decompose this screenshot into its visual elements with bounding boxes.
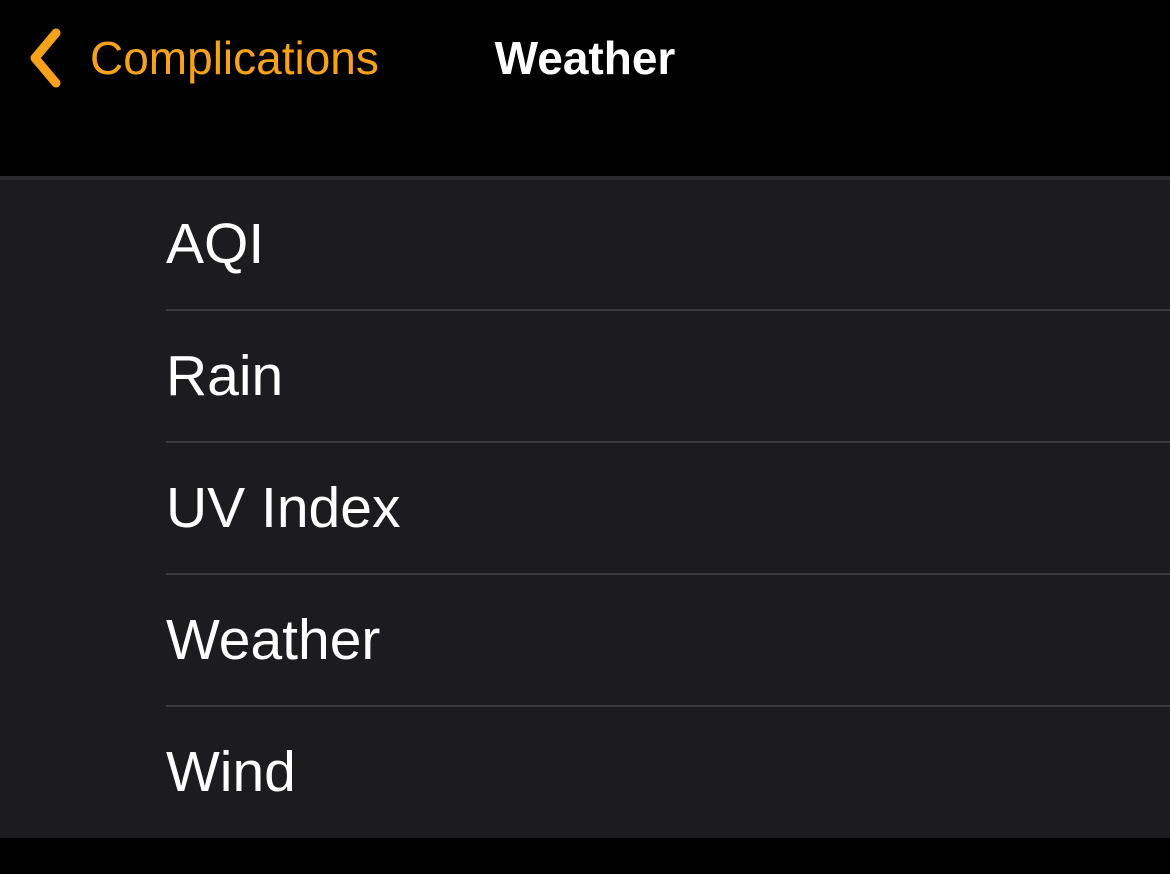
nav-bar: Complications Weather — [0, 0, 1170, 178]
back-button-label: Complications — [90, 32, 379, 84]
chevron-left-icon — [28, 28, 61, 88]
back-button[interactable]: Complications — [28, 26, 379, 90]
bottom-strip — [0, 838, 1170, 874]
list-item-label: Weather — [166, 608, 381, 672]
list-item[interactable]: Weather — [0, 573, 1170, 706]
list-item[interactable]: AQI — [0, 178, 1170, 310]
list-item[interactable]: Rain — [0, 309, 1170, 442]
list-item-label: UV Index — [166, 476, 401, 540]
list-item-label: Rain — [166, 344, 284, 408]
list-item[interactable]: UV Index — [0, 441, 1170, 574]
settings-list: AQI Rain UV Index Weather Wind — [0, 178, 1170, 838]
page-title: Weather — [494, 32, 676, 84]
list-item-label: AQI — [166, 212, 265, 276]
list-item[interactable]: Wind — [0, 705, 1170, 838]
list-item-label: Wind — [166, 740, 296, 804]
